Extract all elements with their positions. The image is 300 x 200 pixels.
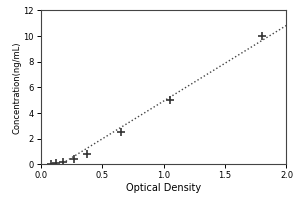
Y-axis label: Concentration(ng/mL): Concentration(ng/mL) [13,41,22,134]
X-axis label: Optical Density: Optical Density [126,183,201,193]
